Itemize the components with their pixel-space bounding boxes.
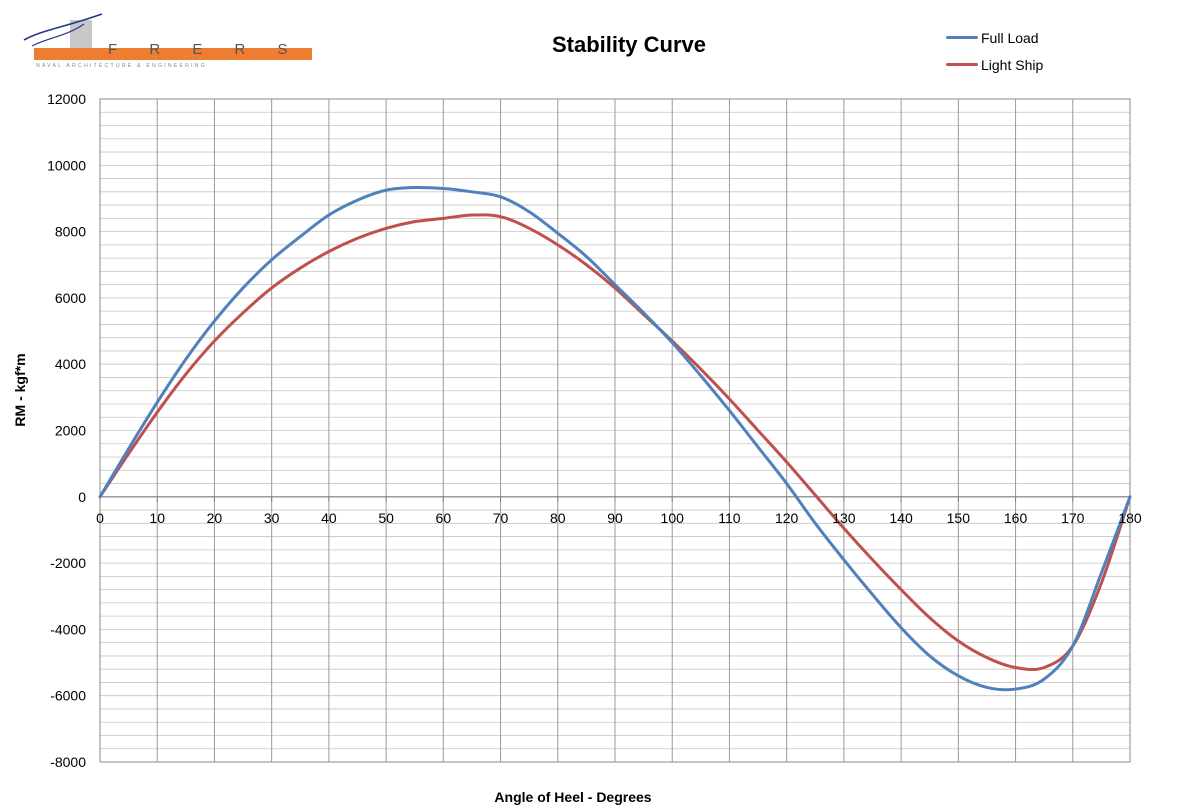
series-line-full-load xyxy=(98,185,1132,692)
x-tick-label: 90 xyxy=(607,510,623,526)
legend-label-full-load: Full Load xyxy=(981,29,1039,46)
y-tick-label: 2000 xyxy=(55,423,86,439)
x-tick-label: 100 xyxy=(661,510,685,526)
grid xyxy=(99,98,1131,763)
x-tick-label: 60 xyxy=(436,510,452,526)
x-tick-label: 160 xyxy=(1004,510,1028,526)
legend-swatch-full-load xyxy=(946,36,978,39)
y-tick-label: 4000 xyxy=(55,356,86,372)
tick-labels: -8000-6000-4000-200002000400060008000100… xyxy=(47,91,1142,770)
x-tick-label: 50 xyxy=(378,510,394,526)
x-tick-label: 70 xyxy=(493,510,509,526)
x-tick-label: 30 xyxy=(264,510,280,526)
frers-logo: F R E R S NAVAL ARCHITECTURE & ENGINEERI… xyxy=(23,13,312,69)
plot-border xyxy=(99,98,1131,763)
logo-tagline: NAVAL ARCHITECTURE & ENGINEERING xyxy=(36,63,207,69)
legend-swatch-light-ship xyxy=(946,63,978,66)
x-tick-label: 0 xyxy=(96,510,104,526)
y-tick-label: 0 xyxy=(78,489,86,505)
y-tick-label: -6000 xyxy=(50,688,86,704)
series-line-light-ship xyxy=(98,213,1132,672)
x-tick-label: 150 xyxy=(947,510,971,526)
y-tick-label: 8000 xyxy=(55,224,86,240)
legend-item-light-ship: Light Ship xyxy=(946,51,1043,78)
x-tick-label: 10 xyxy=(149,510,165,526)
logo-swoosh-2 xyxy=(31,23,85,47)
legend-label-light-ship: Light Ship xyxy=(981,56,1044,73)
y-tick-label: 12000 xyxy=(47,91,86,107)
x-tick-label: 120 xyxy=(775,510,799,526)
x-axis-label: Angle of Heel - Degrees xyxy=(494,789,652,805)
x-tick-label: 130 xyxy=(832,510,856,526)
y-tick-label: -4000 xyxy=(50,621,86,637)
logo-brand-text: F R E R S xyxy=(108,41,302,58)
logo-gray-box xyxy=(70,20,92,50)
series-lines xyxy=(98,185,1132,692)
y-tick-label: 6000 xyxy=(55,290,86,306)
y-axis-label: RM - kgf*m xyxy=(12,353,28,427)
x-tick-label: 170 xyxy=(1061,510,1085,526)
x-tick-label: 180 xyxy=(1118,510,1142,526)
legend-item-full-load: Full Load xyxy=(946,24,1043,51)
logo-orange-bar xyxy=(34,48,312,60)
axes xyxy=(99,98,1131,763)
y-tick-label: 10000 xyxy=(47,157,86,173)
x-tick-label: 20 xyxy=(207,510,223,526)
logo-swoosh xyxy=(23,13,103,41)
y-tick-label: -2000 xyxy=(50,555,86,571)
x-tick-label: 40 xyxy=(321,510,337,526)
chart-title: Stability Curve xyxy=(551,32,707,57)
y-tick-label: -8000 xyxy=(50,754,86,770)
x-tick-label: 80 xyxy=(550,510,566,526)
x-tick-label: 140 xyxy=(889,510,913,526)
x-tick-label: 110 xyxy=(718,510,741,526)
legend: Full Load Light Ship xyxy=(946,24,1043,78)
